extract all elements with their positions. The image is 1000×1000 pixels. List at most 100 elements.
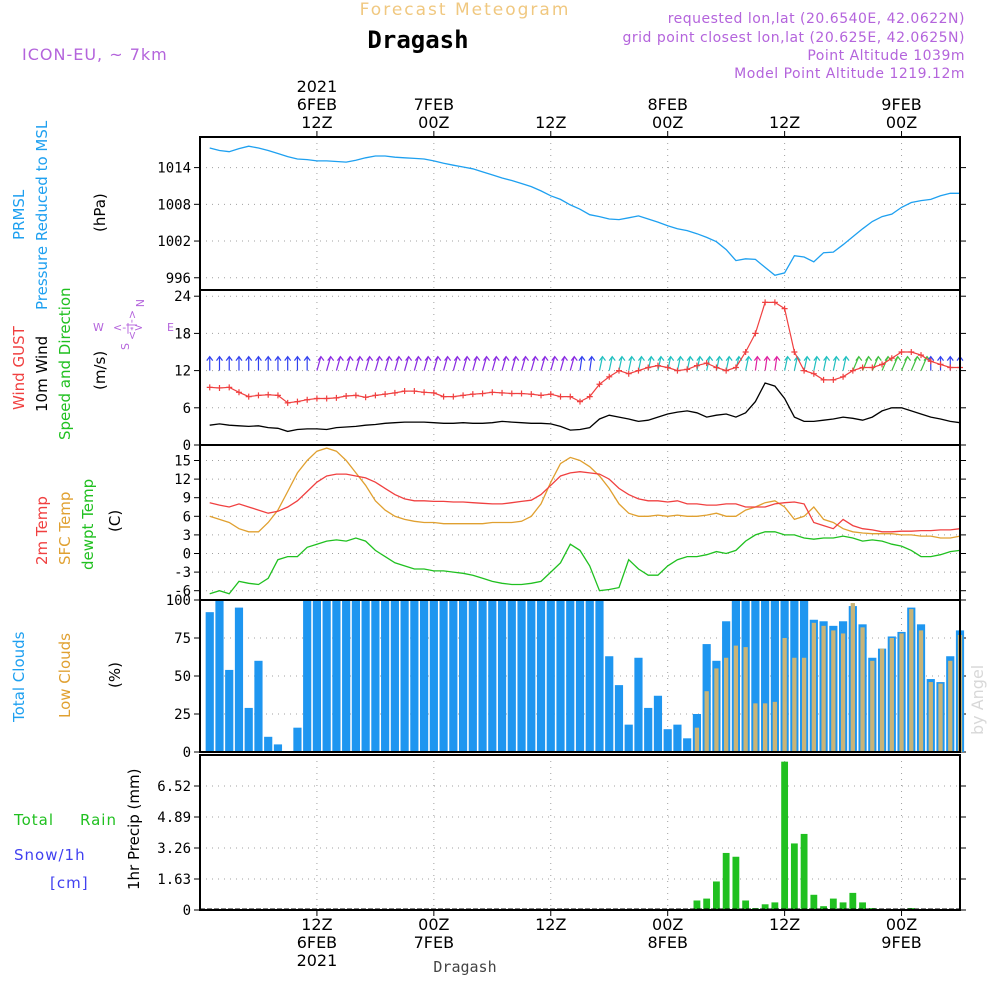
wind-direction-arrowhead (225, 355, 233, 361)
cloud-ytick-label: 75 (174, 631, 191, 647)
wind-direction-arrowhead (763, 355, 771, 361)
wind-direction-arrow (511, 356, 517, 371)
gust-point (567, 393, 574, 400)
low-cloud-bar (714, 668, 719, 752)
total-cloud-bar (468, 600, 477, 752)
rain-bar (732, 856, 740, 910)
low-cloud-bar (821, 625, 826, 752)
gust-point (518, 390, 525, 397)
wind-direction-arrowhead (561, 355, 568, 361)
wind-direction-arrow (520, 356, 527, 371)
wind-direction-arrowhead (676, 355, 684, 361)
point-altitude: Point Altitude 1039m (807, 48, 965, 64)
gust-point (918, 352, 925, 359)
total-cloud-bar (429, 600, 438, 752)
gust-point (606, 373, 613, 380)
gust-point (771, 299, 778, 306)
wind-direction-arrowhead (254, 355, 262, 361)
rain-bar (722, 852, 730, 910)
wind-direction-arrow (910, 356, 918, 371)
footer-location: Dragash (433, 958, 496, 976)
cloud-labels: Total Clouds Low Clouds (%) (10, 631, 124, 723)
wind-direction-arrowhead (284, 355, 292, 361)
top-tick-hour: 12Z (769, 113, 800, 132)
precip-ytick-label: 0 (183, 903, 191, 919)
gust-point (879, 361, 886, 368)
total-cloud-bar (634, 657, 643, 752)
total-cloud-bar (303, 600, 312, 752)
top-tick-hour: 12Z (301, 113, 332, 132)
total-cloud-bar (546, 600, 555, 752)
gust-label: Wind GUST (10, 325, 28, 410)
gust-point (586, 393, 593, 400)
wind-direction-arrow (793, 356, 798, 371)
wind-direction-arrow (326, 356, 332, 371)
total-cloud-bar (458, 600, 468, 752)
low-cloud-bar (831, 630, 836, 752)
wind-direction-arrow (754, 356, 758, 371)
gust-point (596, 381, 603, 388)
total-cloud-bar (390, 600, 399, 752)
wind-direction-arrow (550, 356, 556, 371)
wind-direction-arrow (842, 356, 847, 371)
rain-bar (693, 900, 701, 910)
top-tick-group: 12Z (535, 113, 566, 137)
total-cloud-bar (653, 695, 663, 752)
wind-direction-arrowhead (784, 355, 792, 361)
low-cloud-bar (772, 701, 778, 752)
low-cloud-bar (948, 660, 953, 752)
low-cloud-bar (753, 703, 758, 752)
wind-direction-arrowhead (913, 355, 921, 361)
gust-point (810, 370, 817, 377)
wind-direction-arrowhead (366, 355, 374, 361)
wind-unit: (m/s) (91, 351, 109, 390)
wind-direction-arrowhead (492, 355, 500, 361)
total-cloud-bar (342, 600, 351, 752)
wind-direction-arrow (481, 356, 488, 371)
total-cloud-bar (556, 600, 565, 752)
wind-direction-arrowhead (327, 355, 335, 361)
total-cloud-bar (488, 600, 497, 752)
rain-bar (800, 833, 808, 910)
gust-point (654, 362, 661, 369)
wind-direction-arrowhead (245, 355, 253, 361)
gust-point (947, 364, 954, 371)
compass-arrow: <-|-> (113, 321, 143, 334)
gust-point (888, 355, 895, 362)
total-cloud-bar (595, 600, 604, 752)
wind-direction-arrowhead (894, 355, 902, 361)
bottom-tick-group: 12Z (769, 910, 800, 934)
top-tick-hour: 00Z (418, 113, 449, 132)
gust-point (323, 395, 330, 402)
low-cloud-bar (840, 633, 846, 752)
t2m-label: 2m Temp (33, 496, 51, 565)
wind-direction-arrow (891, 356, 899, 371)
low-cloud-bar (889, 638, 894, 752)
rain-bar (703, 898, 711, 910)
wind-direction-arrowhead (216, 355, 223, 361)
wind-direction-arrow (462, 356, 468, 371)
wind-direction-arrowhead (502, 355, 510, 361)
wind-direction-arrow (852, 356, 860, 371)
cloud-unit: (%) (106, 662, 124, 688)
wind-direction-arrowhead (588, 355, 596, 361)
wind-direction-arrowhead (206, 355, 214, 361)
gust-point (538, 392, 545, 399)
total-cloud-bar (205, 612, 214, 752)
rain-bar (849, 892, 857, 910)
wind-direction-arrow (443, 356, 449, 371)
precip-ytick-label: 1.63 (157, 872, 191, 888)
rain-bar (829, 898, 837, 910)
wind-direction-arrowhead (725, 355, 733, 361)
model-altitude: Model Point Altitude 1219.12m (734, 66, 965, 82)
temp-unit: (C) (106, 510, 124, 532)
wind-ytick-label: 18 (174, 326, 191, 342)
low-cloud-bar (811, 622, 816, 752)
precip-ytick-label: 4.89 (157, 810, 191, 826)
wind-direction-arrow (579, 356, 583, 371)
wind-direction-arrowhead (927, 355, 935, 361)
wind-direction-arrowhead (512, 355, 520, 361)
